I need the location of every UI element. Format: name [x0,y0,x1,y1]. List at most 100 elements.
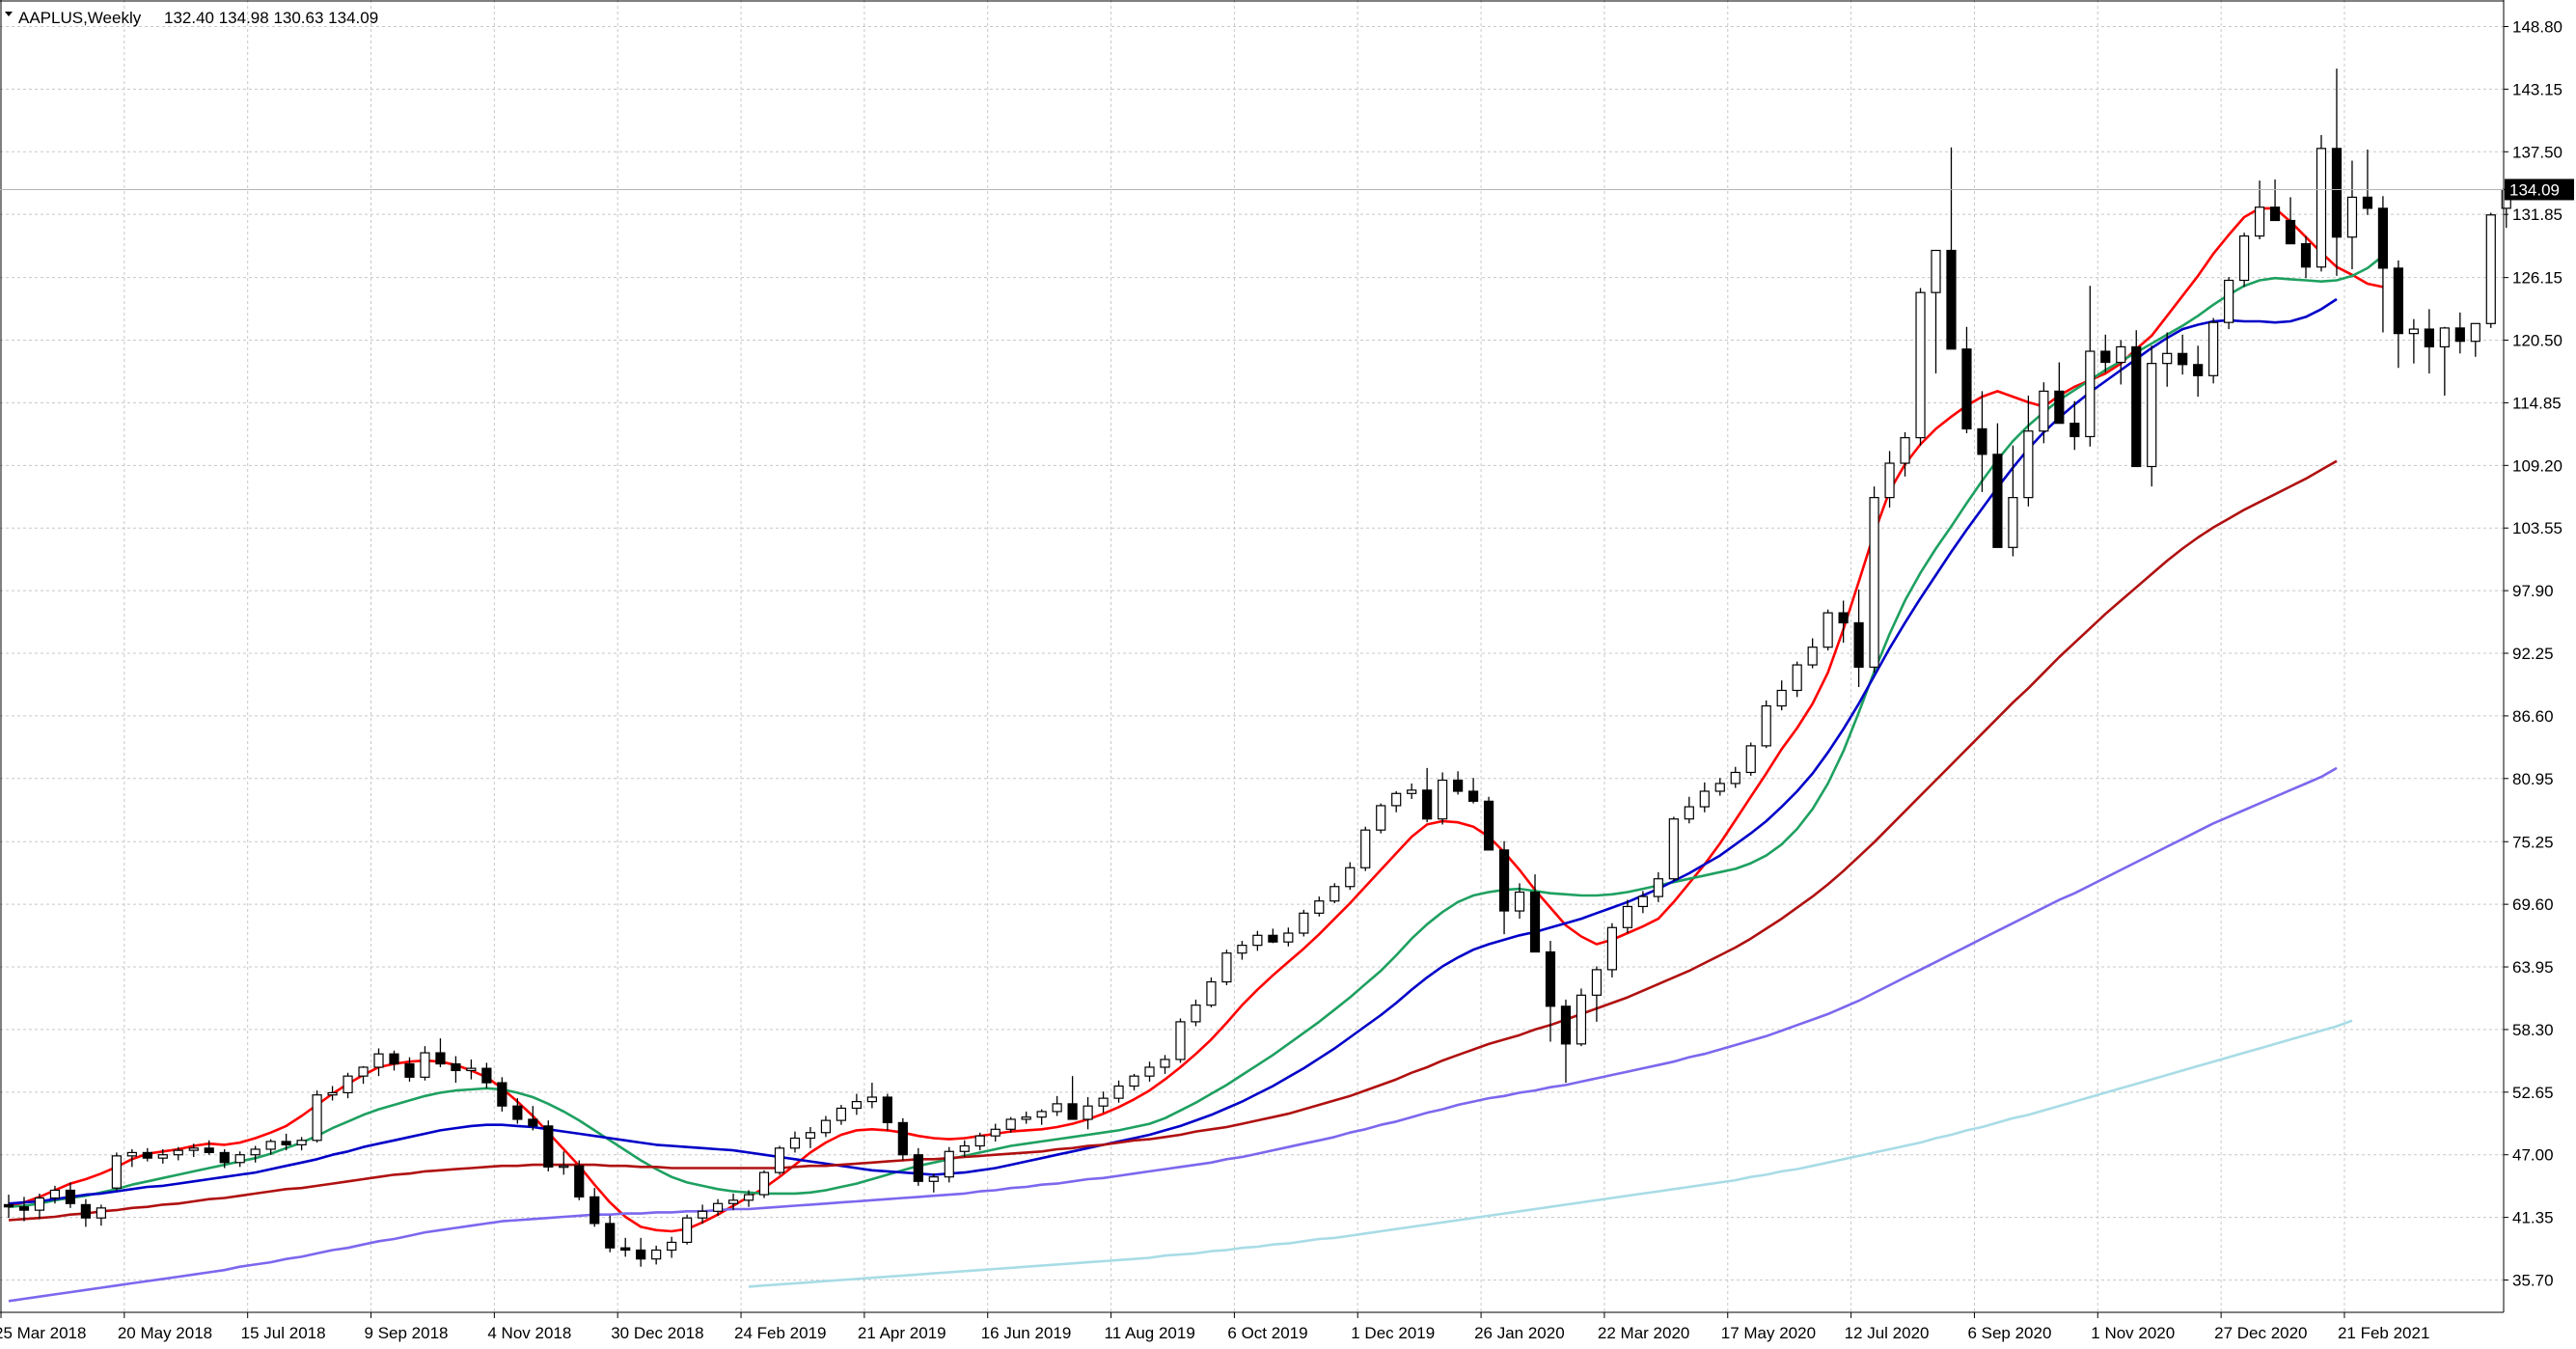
candle [1514,883,1525,920]
candle-body-bear [2193,364,2204,376]
candle [126,1148,137,1168]
candle-body-bull [758,1171,770,1196]
candle [2454,312,2465,354]
candle-body-bull [250,1148,260,1156]
candle-body-bull [1144,1066,1155,1077]
candle-body-bull [1591,969,1603,996]
candle [1376,803,1386,834]
collapse-triangle-icon[interactable] [5,12,13,16]
candle [1453,771,1464,795]
candle [651,1245,662,1265]
candle-body-bull [1653,878,1663,897]
candle-body-bull [990,1128,1000,1137]
x-tick-label: 26 Jan 2020 [1474,1324,1565,1342]
candle [2393,260,2403,369]
candle-body-bull [1730,771,1740,785]
candle [559,1151,569,1175]
candle-body-bull [1438,779,1448,820]
candle [743,1190,754,1207]
candle [1268,928,1278,944]
candle [2254,180,2265,240]
candle-body-bear [1853,621,1864,668]
candle-body-bull [928,1176,939,1182]
candle-body-bull [974,1135,985,1147]
candle-body-bull [96,1207,106,1219]
candle [250,1145,260,1163]
candle-body-bull [866,1096,877,1103]
candle [2100,334,2111,372]
candle [435,1038,446,1067]
candle [1745,742,1756,776]
candle [1237,941,1247,960]
candle-body-bull [1576,994,1587,1045]
candle [605,1215,616,1253]
candle-body-bull [1931,249,1941,293]
candle [1144,1061,1155,1082]
candle-body-bear [1467,790,1479,802]
candle [944,1146,954,1183]
candle-body-bull [820,1119,832,1134]
candle-body-bull [1869,497,1879,668]
candle [1299,909,1309,937]
candle-body-bull [157,1154,168,1159]
y-tick-label: 137.50 [2512,143,2562,161]
candle-body-bear [1422,789,1433,820]
candle [636,1237,646,1267]
candle-body-bull [1900,437,1910,464]
y-tick-label: 35.70 [2512,1272,2554,1290]
candle [1098,1091,1109,1114]
candle-body-bull [1391,792,1402,807]
candle [34,1193,45,1220]
candle [1838,600,1849,644]
candle-body-bear [2178,352,2188,366]
candle [1067,1076,1078,1120]
candle-body-bear [435,1052,446,1065]
candle [1021,1111,1031,1124]
candle-body-bull [1021,1116,1031,1120]
candle [727,1193,739,1211]
candle [373,1048,384,1077]
y-tick-label: 143.15 [2512,80,2562,98]
candle-body-bull [1714,783,1725,792]
plot-area [0,0,2504,1312]
ohlc-values: 132.40 134.98 130.63 134.09 [164,9,378,27]
candle-body-bull [1606,926,1618,971]
moving-average-line-3 [8,297,2338,1205]
candle-body-bear [913,1154,923,1182]
candle [312,1090,322,1143]
candle-body-bear [497,1082,507,1107]
candle [1931,249,1941,373]
candle [2377,196,2389,333]
candle [451,1056,461,1084]
candle-body-bull [327,1091,338,1096]
candle [1407,783,1417,800]
candle [2269,179,2281,222]
candle-body-bull [2439,327,2450,348]
candle [1529,874,1541,953]
candle-body-bull [743,1194,754,1201]
candle-body-bull [188,1147,199,1151]
moving-average-line-2 [8,255,2384,1208]
candle-body-bull [1622,905,1633,928]
candle [358,1065,369,1085]
candle-body-bull [1884,462,1895,499]
candle [2424,309,2434,373]
y-tick-label: 75.25 [2512,833,2554,851]
candle [1005,1116,1016,1133]
candle [1637,891,1648,914]
candle [712,1198,724,1216]
candle-body-bear [1453,779,1464,792]
moving-average-line-6 [748,1019,2353,1288]
candle [1082,1096,1093,1130]
candle [620,1237,631,1257]
candle [2485,212,2496,328]
candle-body-bull [111,1155,122,1189]
candle-body-bull [1005,1118,1016,1130]
current-price-tag [2505,179,2574,201]
candle [866,1083,877,1109]
candle [789,1131,801,1153]
candle-body-bull [49,1189,61,1199]
candle-body-bull [851,1100,863,1110]
